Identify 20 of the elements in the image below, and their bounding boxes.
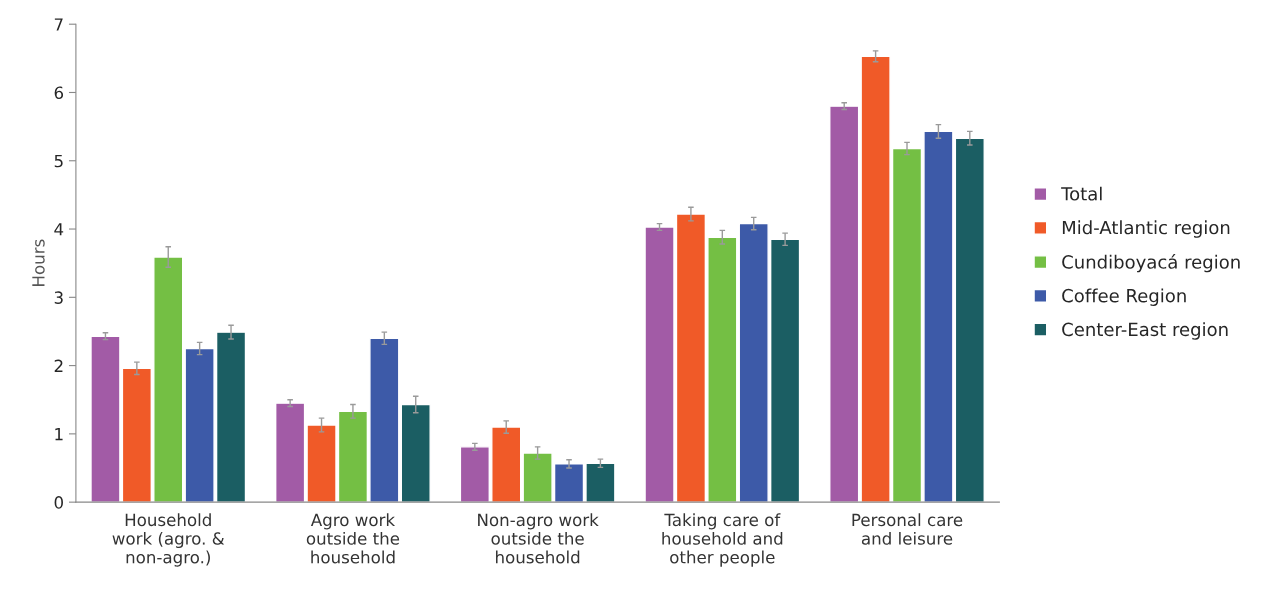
bar bbox=[400, 403, 431, 503]
y-axis-title: Hours bbox=[32, 239, 45, 286]
legend-label: Mid-Atlantic region bbox=[1062, 220, 1230, 238]
y-tick-label: 7 bbox=[54, 18, 63, 31]
y-tick-label: 2 bbox=[54, 359, 63, 372]
legend-label: Center-East region bbox=[1062, 322, 1228, 340]
x-tick-label: Non-agro work outside the household bbox=[478, 513, 599, 564]
x-tick-label: Household work (agro. & non-agro.) bbox=[112, 513, 225, 567]
y-tick-label: 6 bbox=[54, 86, 64, 100]
y-tick-label: 3 bbox=[54, 291, 63, 304]
x-tick-label: Agro work outside the household bbox=[306, 513, 400, 564]
y-tick-label: 5 bbox=[54, 154, 63, 168]
y-tick-label: 4 bbox=[54, 223, 64, 236]
x-tick-label: Personal care and leisure bbox=[852, 513, 963, 545]
legend-label: Cundiboyacá region bbox=[1062, 254, 1240, 273]
x-tick-label: Taking care of household and other people bbox=[662, 513, 783, 567]
y-tick-label: 1 bbox=[55, 428, 63, 441]
legend-label: Coffee Region bbox=[1062, 288, 1186, 306]
y-tick-label: 0 bbox=[54, 496, 63, 509]
legend-label: Total bbox=[1061, 186, 1102, 201]
